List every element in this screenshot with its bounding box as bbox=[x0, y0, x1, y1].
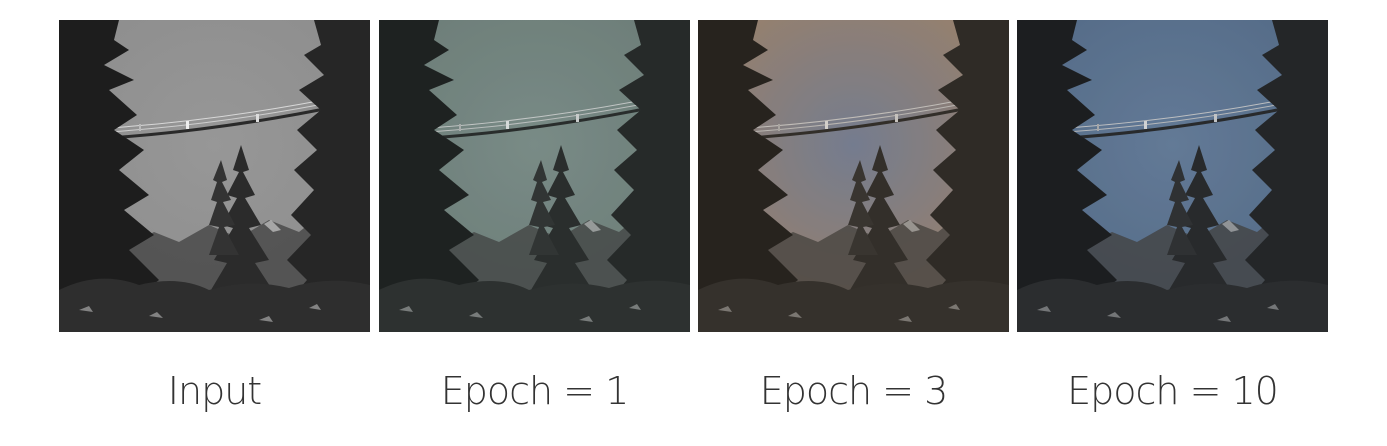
color-tint bbox=[1017, 20, 1328, 332]
left-tree bbox=[379, 20, 489, 332]
left-tree bbox=[698, 20, 808, 332]
foreground-foliage bbox=[59, 278, 370, 332]
left-tree bbox=[1017, 20, 1127, 332]
center-tree-2 bbox=[529, 160, 559, 255]
caption-epoch-3: Epoch = 3 bbox=[759, 369, 949, 413]
color-tint bbox=[379, 20, 690, 332]
panel-epoch-10 bbox=[1017, 20, 1328, 332]
center-tree-2 bbox=[848, 160, 878, 255]
foreground-foliage bbox=[698, 278, 1009, 332]
foreground-foliage bbox=[379, 278, 690, 332]
right-tree bbox=[281, 20, 370, 332]
color-tint bbox=[698, 20, 1009, 332]
caption-epoch-1: Epoch = 1 bbox=[440, 369, 630, 413]
scene-image bbox=[59, 20, 370, 332]
center-tree-2 bbox=[209, 160, 239, 255]
panel-input bbox=[59, 20, 370, 332]
foreground-foliage bbox=[1017, 278, 1328, 332]
caption-epoch-10: Epoch = 10 bbox=[1067, 369, 1279, 413]
scene-image bbox=[379, 20, 690, 332]
left-tree bbox=[59, 20, 169, 332]
caption-input: Input bbox=[167, 369, 262, 413]
scene-image bbox=[698, 20, 1009, 332]
right-tree bbox=[601, 20, 690, 332]
right-tree bbox=[920, 20, 1009, 332]
scene-image bbox=[1017, 20, 1328, 332]
right-tree bbox=[1239, 20, 1328, 332]
panel-epoch-1 bbox=[379, 20, 690, 332]
center-tree-2 bbox=[1167, 160, 1197, 255]
panel-epoch-3 bbox=[698, 20, 1009, 332]
